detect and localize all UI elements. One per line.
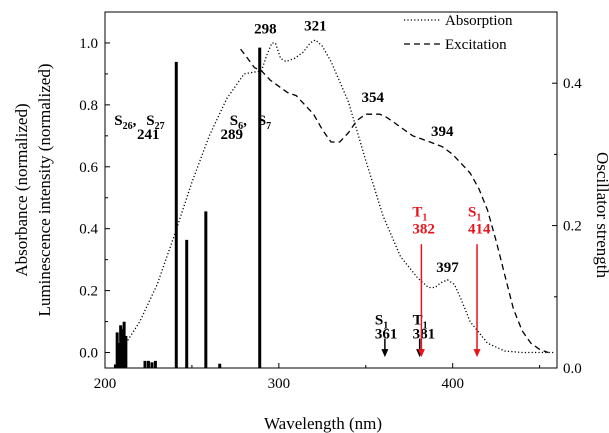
legend-label-excitation: Excitation — [445, 37, 507, 53]
state-label-s26: S26, — [114, 113, 136, 132]
plot-border — [104, 11, 558, 369]
arrow-361-head — [381, 349, 389, 358]
y-axis-title-oscillator: Oscillator strength — [593, 152, 609, 279]
peak-label-354: 354 — [361, 90, 384, 106]
peak-label-321: 321 — [304, 19, 327, 35]
arrow-381-value: 381 — [413, 327, 436, 343]
y-left-tick-label: 0.2 — [79, 284, 98, 300]
y-left-tick-label: 0.4 — [79, 222, 98, 238]
y-right-tick-label: 0.0 — [563, 361, 582, 377]
state-label-s7: S7 — [258, 113, 271, 132]
series-absorption-line — [125, 39, 554, 354]
y-left-tick-label: 0.8 — [79, 98, 98, 114]
y-left-tick-label: 0.6 — [79, 160, 98, 176]
plot-frame — [104, 11, 558, 369]
x-tick-label: 300 — [268, 376, 291, 392]
y-left-tick-label: 1.0 — [79, 36, 98, 52]
annotations: 298 321 354 394 397 241 289 S26, S27 S6, S7 — [114, 19, 459, 276]
peak-label-289: 289 — [220, 127, 243, 143]
y-right-tick-label: 0.2 — [563, 219, 582, 235]
arrow-414-value: 414 — [468, 221, 491, 237]
state-label-s6: S6, — [230, 113, 247, 132]
y-left-tick-label: 0.0 — [79, 346, 98, 362]
y-axis-title-luminescence: Luminescence intensity (normalized) — [35, 63, 54, 316]
x-tick-label: 400 — [441, 376, 464, 392]
arrow-414-head — [473, 349, 481, 358]
arrow-381-state: T1 — [413, 313, 428, 332]
arrow-382-state: T1 — [412, 204, 427, 223]
arrow-382-value: 382 — [412, 221, 435, 237]
oscillator-bars — [113, 47, 262, 368]
arrow-414-state: S1 — [468, 204, 481, 223]
legend-label-absorption: Absorption — [445, 13, 513, 29]
y-axis-title-absorbance: Absorbance (normalized) — [12, 103, 31, 276]
peak-label-397: 397 — [436, 260, 459, 276]
x-axis-title: Wavelength (nm) — [264, 414, 382, 433]
x-tick-label: 200 — [94, 376, 117, 392]
arrow-361-value: 361 — [375, 327, 398, 343]
axis-ticks: 200 300 400 0.0 0.2 0.4 0.6 0.8 1.0 0.0 0.2 0.4 — [79, 11, 582, 392]
state-label-s27: S27 — [146, 113, 164, 132]
peak-label-394: 394 — [431, 124, 454, 140]
series-excitation-line — [240, 48, 549, 354]
peak-label-241: 241 — [137, 127, 160, 143]
peak-label-298: 298 — [254, 22, 277, 38]
y-right-tick-label: 0.4 — [563, 76, 582, 92]
arrow-361-state: S1 — [375, 313, 388, 332]
legend: Absorption Excitation — [404, 13, 513, 53]
series-lines — [125, 39, 554, 354]
arrow-382-head — [417, 349, 425, 358]
